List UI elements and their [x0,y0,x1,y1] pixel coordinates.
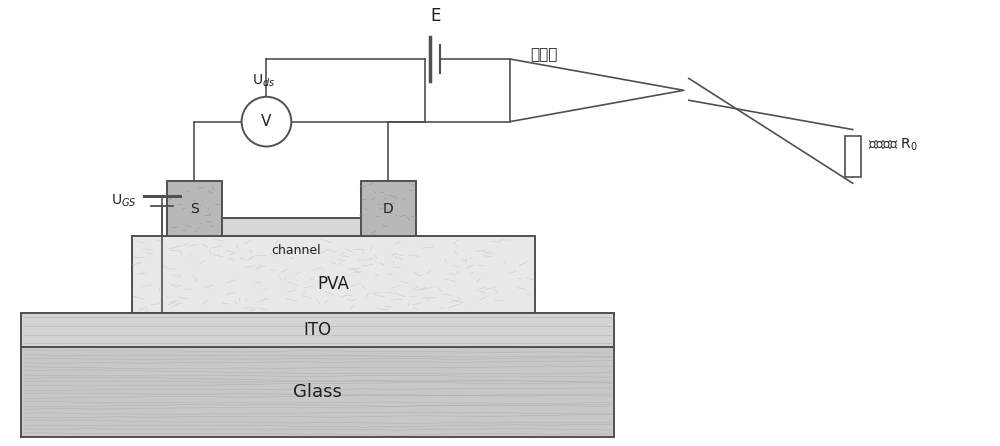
Bar [167,181,222,236]
Text: 电极笔: 电极笔 [530,48,557,62]
Text: channel: channel [271,244,321,257]
Text: U$_{ds}$: U$_{ds}$ [252,72,275,89]
Bar [207,218,386,236]
Bar [361,181,416,236]
Text: V: V [261,114,272,129]
Bar [132,236,535,314]
Polygon shape [510,59,684,122]
Text: E: E [430,7,441,25]
Bar [21,314,614,347]
Text: D: D [383,202,394,215]
Text: PVA: PVA [318,275,349,293]
Bar [21,347,614,437]
Text: 被测电阻 R$_0$: 被测电阻 R$_0$ [868,136,917,153]
Text: Glass: Glass [293,383,342,401]
Bar [845,136,861,178]
Text: S: S [190,202,199,215]
Text: ITO: ITO [304,321,332,339]
Text: U$_{GS}$: U$_{GS}$ [111,193,136,209]
Circle shape [242,97,291,146]
